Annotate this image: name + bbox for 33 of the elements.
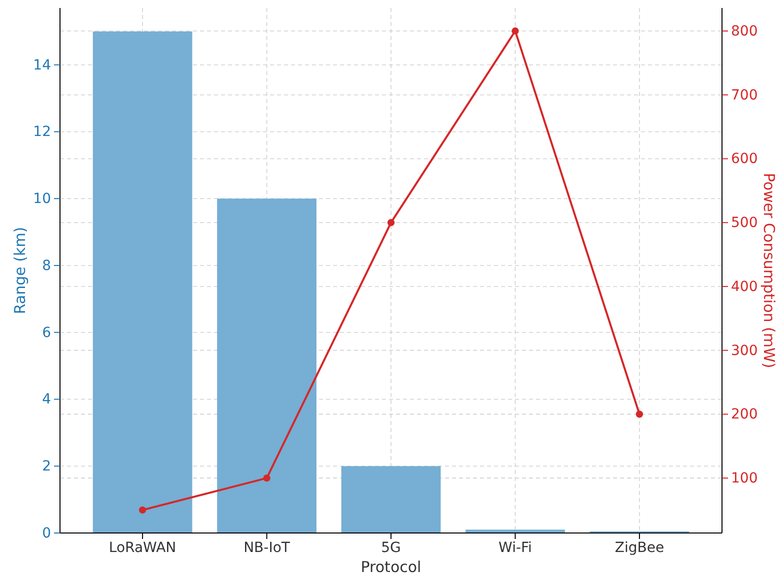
x-tick-label: Wi-Fi bbox=[498, 540, 532, 556]
y-tick-label: 6 bbox=[42, 324, 52, 341]
bar bbox=[466, 530, 565, 533]
y-tick-label: 14 bbox=[33, 57, 52, 74]
point bbox=[387, 219, 395, 226]
x-axis-title: Protocol bbox=[360, 558, 422, 575]
bar bbox=[92, 31, 192, 533]
point bbox=[138, 506, 146, 514]
y2-tick-label: 300 bbox=[731, 342, 758, 359]
point bbox=[512, 27, 519, 35]
y2-tick-label: 800 bbox=[731, 23, 758, 40]
bar bbox=[341, 466, 441, 533]
bar bbox=[217, 198, 316, 533]
y2-tick-label: 200 bbox=[731, 406, 758, 423]
y-tick-label: 4 bbox=[42, 392, 52, 408]
y-axis-title: Range (km) bbox=[11, 226, 29, 314]
x-tick-label: NB-IoT bbox=[244, 540, 290, 556]
y2-axis-title: Power Consumption (mW) bbox=[760, 172, 778, 368]
point bbox=[636, 410, 644, 418]
y-tick-label: 8 bbox=[42, 258, 51, 274]
y2-tick-label: 600 bbox=[731, 151, 758, 168]
point bbox=[263, 474, 270, 482]
x-tick-label: LoRaWAN bbox=[108, 540, 176, 556]
y2-tick-label: 400 bbox=[731, 278, 758, 295]
x-tick-label: ZigBee bbox=[614, 540, 664, 556]
y-tick-label: 2 bbox=[42, 458, 51, 475]
y2-tick-label: 100 bbox=[731, 470, 758, 487]
y-tick-label: 12 bbox=[33, 124, 51, 140]
y2-tick-label: 700 bbox=[731, 87, 758, 104]
x-tick-label: 5G bbox=[381, 540, 401, 556]
y-tick-label: 10 bbox=[33, 191, 51, 208]
y-tick-label: 0 bbox=[42, 525, 51, 542]
y2-tick-label: 500 bbox=[731, 215, 758, 232]
